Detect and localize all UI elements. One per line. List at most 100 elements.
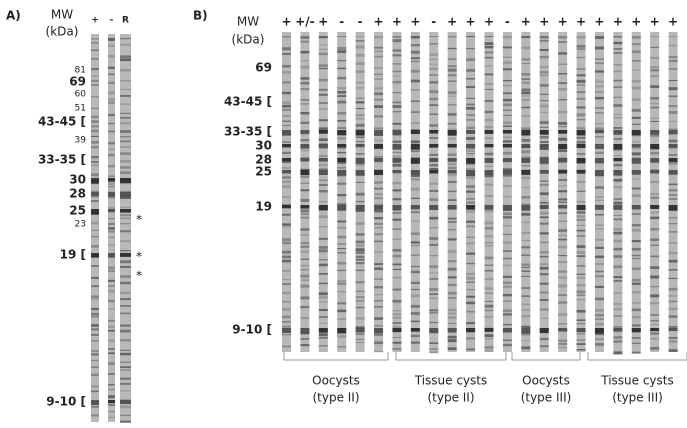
lane-strip xyxy=(668,32,678,352)
band xyxy=(631,351,641,354)
band xyxy=(91,129,99,133)
band xyxy=(392,254,402,258)
band xyxy=(650,266,660,269)
band xyxy=(282,71,291,74)
band xyxy=(631,258,641,260)
band xyxy=(594,130,604,134)
band xyxy=(631,213,641,215)
band xyxy=(337,50,347,53)
band xyxy=(594,90,604,94)
band xyxy=(668,128,678,130)
lane-label: - xyxy=(358,15,363,29)
band xyxy=(650,346,660,350)
band xyxy=(631,205,641,210)
mw-marker: 28 xyxy=(69,187,86,201)
band xyxy=(108,218,115,220)
band xyxy=(466,281,476,283)
band xyxy=(108,329,115,332)
band xyxy=(429,321,439,324)
band xyxy=(355,338,365,341)
band xyxy=(337,291,347,293)
band xyxy=(594,58,604,61)
band xyxy=(91,67,99,71)
band xyxy=(337,158,347,163)
band xyxy=(594,285,604,289)
mw-marker: 9-10 [ xyxy=(232,323,272,337)
band xyxy=(484,118,494,122)
band xyxy=(355,262,365,265)
band xyxy=(484,152,494,156)
band xyxy=(576,84,586,86)
band xyxy=(300,168,310,171)
band xyxy=(594,158,604,164)
band xyxy=(668,205,678,211)
band xyxy=(318,52,328,56)
band xyxy=(120,382,131,385)
band xyxy=(282,104,291,108)
band xyxy=(318,345,328,347)
band xyxy=(484,165,494,167)
band xyxy=(392,144,402,150)
lane-strip xyxy=(631,32,641,352)
band xyxy=(429,205,439,211)
band xyxy=(318,328,328,333)
band xyxy=(337,100,347,104)
band xyxy=(650,255,660,258)
band xyxy=(91,96,99,98)
band xyxy=(429,328,439,334)
band xyxy=(576,349,586,351)
band xyxy=(410,130,420,135)
band xyxy=(392,39,402,43)
band xyxy=(539,345,549,348)
band xyxy=(374,156,384,158)
band xyxy=(631,123,641,125)
band xyxy=(91,276,99,279)
band xyxy=(300,132,310,135)
band xyxy=(429,130,439,134)
band xyxy=(337,87,347,90)
band xyxy=(120,291,131,295)
band xyxy=(410,245,420,247)
band xyxy=(650,181,660,183)
band xyxy=(392,276,402,279)
band xyxy=(558,342,568,346)
band xyxy=(374,278,384,280)
band xyxy=(410,328,420,332)
band xyxy=(120,266,131,268)
band xyxy=(374,209,384,213)
band xyxy=(120,166,131,169)
band xyxy=(429,297,439,300)
band xyxy=(429,74,439,76)
band xyxy=(558,41,568,43)
band xyxy=(447,122,457,125)
band xyxy=(631,43,641,46)
band xyxy=(318,292,328,296)
band xyxy=(120,400,131,405)
band xyxy=(539,55,549,59)
lane-label: + xyxy=(91,16,99,26)
lane-strip xyxy=(502,32,512,352)
band xyxy=(355,123,365,127)
band xyxy=(613,104,623,108)
band xyxy=(392,49,402,52)
band xyxy=(392,309,402,312)
band xyxy=(318,225,328,228)
band xyxy=(120,405,131,409)
band xyxy=(502,80,512,82)
band xyxy=(539,263,549,266)
band xyxy=(392,189,402,192)
band xyxy=(120,420,131,423)
mw-marker: 25 xyxy=(69,204,86,218)
band xyxy=(91,79,99,82)
band xyxy=(300,269,310,271)
band xyxy=(594,144,604,150)
band xyxy=(502,92,512,95)
band xyxy=(91,414,99,417)
band xyxy=(429,144,439,148)
band xyxy=(539,282,549,285)
band xyxy=(613,144,623,150)
band xyxy=(576,170,586,174)
band xyxy=(300,103,310,105)
band xyxy=(108,73,115,75)
band xyxy=(447,276,457,279)
